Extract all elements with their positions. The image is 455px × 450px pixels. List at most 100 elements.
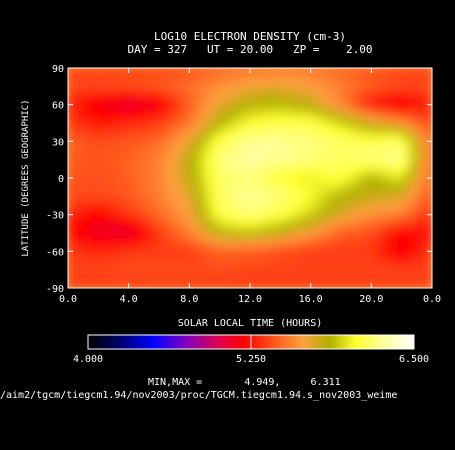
- heatmap-cell: [393, 244, 403, 252]
- heatmap-cell: [181, 201, 190, 210]
- heatmap-cell: [423, 214, 432, 222]
- heatmap-cell: [287, 208, 296, 216]
- heatmap-cell: [416, 263, 425, 271]
- heatmap-cell: [423, 79, 432, 87]
- heatmap-cell: [173, 208, 183, 216]
- heatmap-cell: [75, 232, 84, 240]
- heatmap-cell: [272, 226, 281, 234]
- heatmap-cell: [143, 85, 152, 93]
- heatmap-cell: [317, 153, 327, 161]
- heatmap-cell: [241, 214, 251, 222]
- heatmap-cell: [363, 110, 372, 118]
- heatmap-cell: [317, 269, 327, 277]
- heatmap-cell: [181, 85, 190, 93]
- heatmap-cell: [143, 214, 152, 222]
- heatmap-cell: [128, 165, 137, 173]
- heatmap-cell: [279, 269, 289, 277]
- heatmap-cell: [113, 110, 122, 118]
- heatmap-cell: [97, 189, 107, 197]
- heatmap-cell: [416, 104, 425, 112]
- heatmap-cell: [332, 140, 342, 148]
- heatmap-cell: [317, 214, 327, 222]
- heatmap-cell: [295, 195, 304, 203]
- heatmap-cell: [158, 116, 168, 124]
- heatmap-cell: [219, 153, 228, 161]
- heatmap-cell: [113, 195, 122, 203]
- heatmap-cell: [196, 214, 205, 222]
- heatmap-cell: [135, 85, 145, 93]
- heatmap-cell: [188, 116, 198, 124]
- heatmap-cell: [135, 256, 145, 265]
- heatmap-cell: [249, 214, 259, 222]
- heatmap-cell: [128, 226, 137, 234]
- heatmap-cell: [90, 128, 99, 136]
- heatmap-cell: [393, 226, 403, 234]
- heatmap-cell: [211, 263, 221, 271]
- heatmap-cell: [150, 91, 160, 100]
- heatmap-cell: [264, 171, 274, 179]
- heatmap-cell: [317, 256, 327, 265]
- heatmap-cell: [226, 68, 236, 75]
- heatmap-cell: [204, 116, 213, 124]
- heatmap-cell: [416, 214, 425, 222]
- heatmap-cell: [105, 244, 114, 252]
- heatmap-cell: [401, 73, 410, 81]
- heatmap-cell: [348, 128, 357, 136]
- heatmap-cell: [325, 195, 334, 203]
- heatmap-cell: [332, 177, 342, 185]
- heatmap-cell: [166, 201, 175, 210]
- heatmap-cell: [150, 85, 160, 93]
- heatmap-cell: [166, 244, 175, 252]
- heatmap-cell: [272, 281, 281, 288]
- heatmap-cell: [287, 116, 296, 124]
- heatmap-cell: [332, 171, 342, 179]
- heatmap-cell: [310, 269, 319, 277]
- heatmap-cell: [75, 214, 84, 222]
- heatmap-cell: [386, 140, 395, 148]
- heatmap-cell: [264, 195, 274, 203]
- heatmap-cell: [211, 220, 221, 228]
- heatmap-cell: [272, 238, 281, 246]
- heatmap-cell: [188, 85, 198, 93]
- heatmap-cell: [219, 104, 228, 112]
- heatmap-cell: [113, 91, 122, 100]
- heatmap-cell: [363, 214, 372, 222]
- heatmap-cell: [75, 91, 84, 100]
- heatmap-cell: [120, 214, 130, 222]
- heatmap-cell: [135, 159, 145, 167]
- heatmap-cell: [135, 73, 145, 81]
- heatmap-cell: [317, 146, 327, 155]
- heatmap-cell: [272, 165, 281, 173]
- heatmap-cell: [204, 177, 213, 185]
- heatmap-cell: [264, 208, 274, 216]
- heatmap-cell: [158, 201, 168, 210]
- heatmap-cell: [196, 171, 205, 179]
- heatmap-cell: [302, 128, 312, 136]
- heatmap-cell: [257, 85, 266, 93]
- heatmap-cell: [370, 214, 380, 222]
- heatmap-cell: [166, 275, 175, 283]
- heatmap-cell: [188, 232, 198, 240]
- heatmap-cell: [416, 256, 425, 265]
- heatmap-cell: [241, 281, 251, 288]
- heatmap-cell: [416, 183, 425, 191]
- heatmap-cell: [257, 153, 266, 161]
- heatmap-cell: [348, 238, 357, 246]
- heatmap-cell: [188, 195, 198, 203]
- heatmap-cell: [226, 244, 236, 252]
- heatmap-cell: [135, 226, 145, 234]
- heatmap-cell: [363, 104, 372, 112]
- heatmap-cell: [219, 220, 228, 228]
- heatmap-cell: [226, 269, 236, 277]
- heatmap-cell: [287, 134, 296, 142]
- heatmap-cell: [166, 140, 175, 148]
- heatmap-cell: [348, 275, 357, 283]
- heatmap-cell: [302, 201, 312, 210]
- heatmap-cell: [393, 73, 403, 81]
- heatmap-cell: [279, 134, 289, 142]
- heatmap-cell: [97, 281, 107, 288]
- heatmap-cell: [340, 232, 350, 240]
- heatmap-cell: [348, 85, 357, 93]
- heatmap-cell: [287, 232, 296, 240]
- heatmap-cell: [113, 159, 122, 167]
